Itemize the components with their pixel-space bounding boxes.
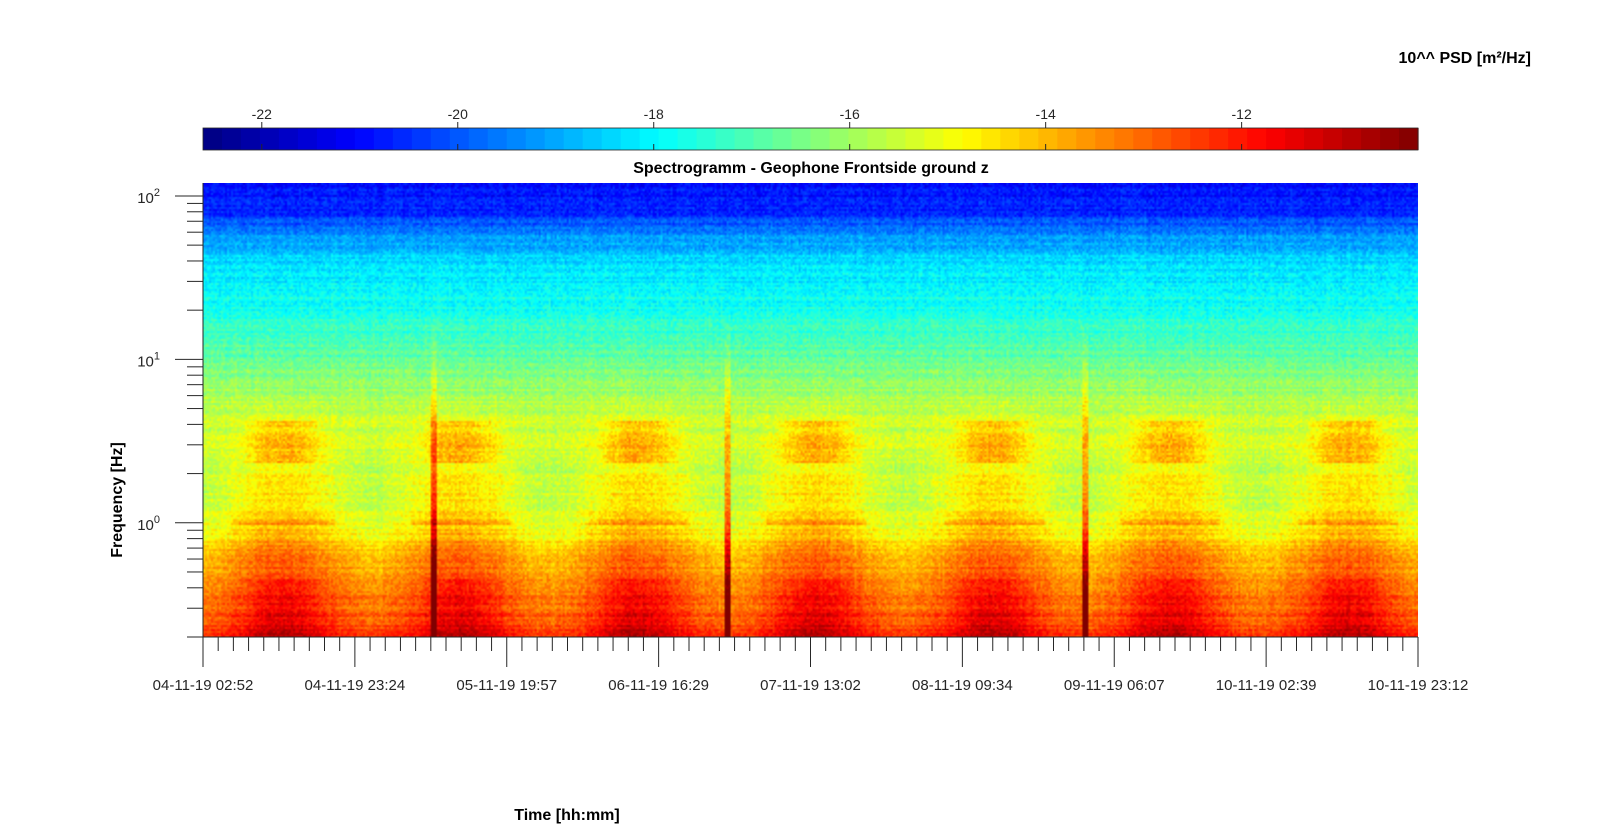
- x-tick-label: 08-11-19 09:34: [912, 677, 1013, 694]
- colorbar-segment: [203, 128, 223, 150]
- colorbar-tick-label: -14: [1036, 106, 1056, 122]
- colorbar-segment: [449, 128, 470, 150]
- colorbar-segment: [1190, 128, 1210, 150]
- colorbar-segment: [1095, 128, 1115, 150]
- colorbar-segment: [1342, 128, 1362, 150]
- colorbar-segment: [316, 128, 337, 150]
- colorbar-tick-label: -20: [448, 106, 468, 122]
- colorbar-segment: [373, 128, 394, 150]
- colorbar-segment: [1399, 128, 1419, 150]
- colorbar-segment: [487, 128, 508, 150]
- colorbar-segment: [335, 128, 356, 150]
- colorbar: [202, 127, 1419, 151]
- colorbar-segment: [506, 128, 527, 150]
- colorbar-segment: [1038, 128, 1058, 150]
- y-axis-label: Frequency [Hz]: [109, 442, 126, 558]
- colorbar-tick-label: -12: [1232, 106, 1252, 122]
- y-tick-label: 100: [137, 514, 160, 534]
- colorbar-segment: [430, 128, 451, 150]
- colorbar-segment: [1057, 128, 1077, 150]
- colorbar-segment: [601, 128, 622, 150]
- colorbar-segment: [297, 128, 318, 150]
- colorbar-segment: [981, 128, 1001, 150]
- x-tick-label: 04-11-19 02:52: [153, 677, 254, 694]
- colorbar-segment: [1209, 128, 1229, 150]
- spectrogram-heatmap: [203, 183, 1418, 637]
- x-tick-label: 06-11-19 16:29: [608, 677, 709, 694]
- colorbar-segment: [240, 128, 261, 150]
- chart-title: Spectrogramm - Geophone Frontside ground…: [633, 160, 989, 177]
- colorbar-segment: [696, 128, 717, 150]
- y-tick-label: 102: [137, 187, 160, 207]
- colorbar-segment: [411, 128, 432, 150]
- x-axis-label: Time [hh:mm]: [514, 807, 619, 824]
- colorbar-segment: [563, 128, 584, 150]
- plot-area: [203, 183, 1418, 637]
- colorbar-segment: [278, 128, 299, 150]
- colorbar-ticks: -22 -20 -18 -16 -14 -12: [252, 106, 1252, 150]
- colorbar-segment: [829, 128, 850, 150]
- colorbar-segment: [1076, 128, 1096, 150]
- colorbar-segment: [544, 128, 565, 150]
- colorbar-segment: [715, 128, 736, 150]
- colorbar-segment: [221, 128, 242, 150]
- colorbar-segment: [962, 128, 982, 150]
- colorbar-segment: [1000, 128, 1020, 150]
- colorbar-segment: [734, 128, 755, 150]
- colorbar-segment: [392, 128, 413, 150]
- colorbar-segment: [886, 128, 907, 150]
- colorbar-segment: [867, 128, 888, 150]
- colorbar-segment: [1285, 128, 1305, 150]
- colorbar-segment: [1152, 128, 1172, 150]
- colorbar-segment: [677, 128, 698, 150]
- colorbar-segment: [582, 128, 603, 150]
- colorbar-segment: [1380, 128, 1400, 150]
- colorbar-tick-label: -22: [252, 106, 272, 122]
- colorbar-frame: [202, 127, 1419, 151]
- x-tick-label: 09-11-19 06:07: [1064, 677, 1165, 694]
- x-tick-label: 10-11-19 23:12: [1368, 677, 1469, 694]
- colorbar-segment: [810, 128, 831, 150]
- colorbar-segment: [1304, 128, 1324, 150]
- colorbar-segment: [943, 128, 963, 150]
- colorbar-tick-label: -18: [644, 106, 664, 122]
- colorbar-label: 10^^ PSD [m²/Hz]: [1399, 50, 1531, 67]
- colorbar-segment: [753, 128, 774, 150]
- x-tick-label: 04-11-19 23:24: [305, 677, 406, 694]
- colorbar-segment: [1323, 128, 1343, 150]
- colorbar-segment: [525, 128, 546, 150]
- colorbar-segment: [924, 128, 944, 150]
- colorbar-segment: [1114, 128, 1134, 150]
- x-axis: 04-11-19 02:52 04-11-19 23:24 05-11-19 19:…: [153, 636, 1469, 694]
- y-axis: 100 101 102: [137, 183, 204, 638]
- colorbar-segment: [354, 128, 375, 150]
- colorbar-segment: [639, 128, 660, 150]
- colorbar-segment: [1133, 128, 1153, 150]
- colorbar-segment: [1171, 128, 1191, 150]
- colorbar-segment: [259, 128, 280, 150]
- colorbar-segment: [791, 128, 812, 150]
- colorbar-segment: [1228, 128, 1248, 150]
- x-tick-label: 10-11-19 02:39: [1216, 677, 1317, 694]
- colorbar-segment: [905, 128, 926, 150]
- colorbar-segment: [1361, 128, 1381, 150]
- colorbar-segment: [620, 128, 641, 150]
- colorbar-tick-label: -16: [840, 106, 860, 122]
- colorbar-segment: [1019, 128, 1039, 150]
- colorbar-segment: [468, 128, 489, 150]
- colorbar-segment: [848, 128, 869, 150]
- colorbar-segment: [1266, 128, 1286, 150]
- y-tick-label: 101: [137, 350, 160, 370]
- colorbar-segment: [658, 128, 679, 150]
- x-tick-label: 07-11-19 13:02: [760, 677, 861, 694]
- colorbar-segment: [1247, 128, 1267, 150]
- colorbar-segment: [772, 128, 793, 150]
- x-tick-label: 05-11-19 19:57: [456, 677, 557, 694]
